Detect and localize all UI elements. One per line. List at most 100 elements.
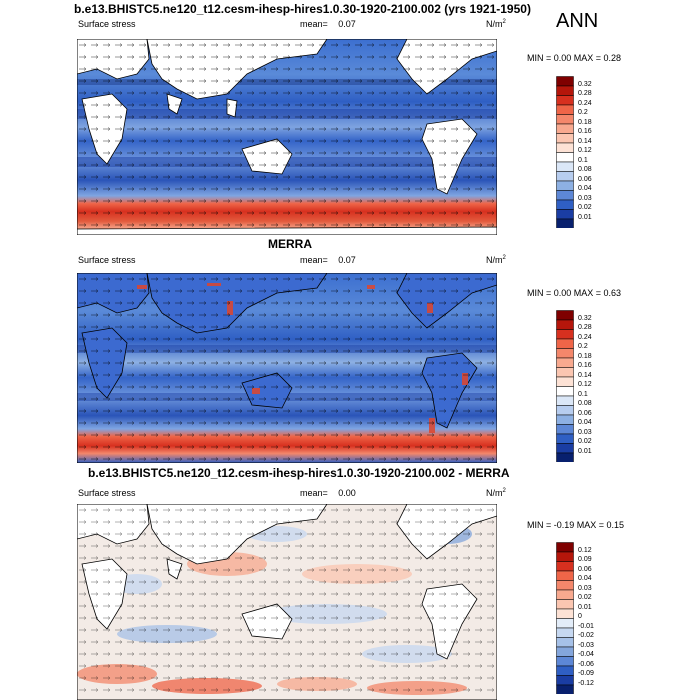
- colorbar-tick-label: 0.09: [578, 556, 592, 563]
- colorbar-tick-label: 0.12: [578, 147, 592, 154]
- colorbar-swatch: [556, 367, 574, 378]
- colorbar-tick-label: -0.03: [578, 641, 594, 649]
- panel-2-mean: mean= 0.07: [300, 255, 356, 265]
- colorbar-swatch: [556, 152, 574, 163]
- colorbar-swatch: [556, 329, 574, 340]
- colorbar-tick-label: -0.01: [578, 622, 594, 630]
- colorbar-swatch: [556, 542, 574, 553]
- panel-2-mean-value: 0.07: [338, 255, 356, 265]
- season-label: ANN: [556, 10, 599, 32]
- panel-3-map: [77, 504, 497, 700]
- colorbar-swatch: [556, 665, 574, 676]
- panel-2-mean-label: mean=: [300, 255, 328, 265]
- colorbar-tick-label: 0.1: [578, 156, 588, 164]
- colorbar-swatch: [556, 675, 574, 686]
- colorbar-tick-label: 0.04: [578, 575, 592, 582]
- colorbar-swatch: [556, 570, 574, 581]
- colorbar-swatch: [556, 190, 574, 201]
- colorbar-tick-label: 0.08: [578, 400, 592, 407]
- colorbar-swatch: [556, 123, 574, 134]
- colorbar-swatch: [556, 395, 574, 406]
- colorbar-tick-label: 0.02: [578, 594, 592, 601]
- colorbar-swatch: [556, 199, 574, 210]
- panel-3-mean-value: 0.00: [338, 488, 356, 498]
- colorbar-swatch: [556, 338, 574, 349]
- colorbar-swatch: [556, 133, 574, 144]
- colorbar-swatch: [556, 452, 574, 462]
- colorbar-swatch: [556, 589, 574, 600]
- panel-1-map: [77, 39, 497, 235]
- colorbar-swatch: [556, 310, 574, 321]
- colorbar-tick-label: 0.24: [578, 99, 592, 107]
- panel-3-units: N/m2: [486, 488, 506, 498]
- colorbar-tick-label: 0.24: [578, 333, 592, 341]
- panel-2-units: N/m2: [486, 255, 506, 265]
- colorbar-swatch: [556, 433, 574, 444]
- colorbar-swatch: [556, 76, 574, 87]
- colorbar-swatch: [556, 561, 574, 572]
- colorbar-tick-label: -0.04: [578, 651, 594, 658]
- colorbar-swatch: [556, 414, 574, 425]
- panel-2-minmax: MIN = 0.00 MAX = 0.63: [527, 288, 622, 298]
- panel-1-mean-value: 0.07: [338, 19, 356, 29]
- colorbar-tick-label: 0.16: [578, 128, 592, 135]
- colorbar-tick-label: -0.06: [578, 660, 594, 668]
- panel-3-colorbar: 0.12 0.09 0.06 0.04 0.03 0.02 0.01 0 -0.01 -0.02 -…: [556, 542, 616, 697]
- colorbar-tick-label: 0.32: [578, 314, 592, 322]
- colorbar-tick-label: 0.1: [578, 390, 588, 398]
- panel-1-left-label: Surface stress: [78, 19, 136, 29]
- colorbar-tick-label: 0.01: [578, 213, 592, 221]
- colorbar-tick-label: -0.02: [578, 632, 594, 639]
- colorbar-swatch: [556, 95, 574, 106]
- colorbar-tick-label: 0.01: [578, 603, 592, 611]
- colorbar-tick-label: 0.01: [578, 447, 592, 455]
- colorbar-swatch: [556, 618, 574, 629]
- colorbar-tick-label: 0.03: [578, 428, 592, 436]
- colorbar-tick-label: 0.28: [578, 90, 592, 97]
- colorbar-tick-label: 0.03: [578, 584, 592, 592]
- colorbar-swatch: [556, 386, 574, 397]
- panel-3-minmax: MIN = -0.19 MAX = 0.15: [527, 520, 625, 530]
- colorbar-tick-label: 0.16: [578, 362, 592, 369]
- panel-3-title: b.e13.BHISTC5.ne120_t12.cesm-ihesp-hires…: [88, 466, 510, 480]
- colorbar-swatch: [556, 684, 574, 694]
- colorbar-tick-label: -0.12: [578, 679, 594, 687]
- colorbar-swatch: [556, 599, 574, 610]
- colorbar-tick-label: 0.02: [578, 438, 592, 445]
- colorbar-swatch: [556, 104, 574, 115]
- panel-2-left-label: Surface stress: [78, 255, 136, 265]
- colorbar-tick-label: 0.18: [578, 352, 592, 360]
- panel-2-map: [77, 273, 497, 463]
- panel-1-mean-label: mean=: [300, 19, 328, 29]
- panel-1-mean: mean= 0.07: [300, 19, 356, 29]
- colorbar-swatch: [556, 209, 574, 220]
- colorbar-swatch: [556, 348, 574, 359]
- colorbar-tick-label: 0.12: [578, 381, 592, 388]
- colorbar-tick-label: 0.12: [578, 546, 592, 554]
- panel-3-left-label: Surface stress: [78, 488, 136, 498]
- panel-1-title: b.e13.BHISTC5.ne120_t12.cesm-ihesp-hires…: [74, 2, 531, 16]
- panel-1-units: N/m2: [486, 19, 506, 29]
- colorbar-swatch: [556, 319, 574, 330]
- colorbar-tick-label: 0: [578, 613, 582, 620]
- colorbar-swatch: [556, 142, 574, 153]
- panel-1-minmax: MIN = 0.00 MAX = 0.28: [527, 53, 622, 63]
- panel-3-mean-label: mean=: [300, 488, 328, 498]
- panel-3-mean: mean= 0.00: [300, 488, 356, 498]
- colorbar-tick-label: 0.04: [578, 185, 592, 192]
- colorbar-tick-label: 0.06: [578, 409, 592, 417]
- colorbar-swatch: [556, 114, 574, 125]
- colorbar-tick-label: 0.06: [578, 175, 592, 183]
- colorbar-swatch: [556, 637, 574, 648]
- panel-2-colorbar: 0.32 0.28 0.24 0.2 0.18 0.16 0.14 0.12 0.1 0.08 0.…: [556, 310, 616, 465]
- colorbar-swatch: [556, 656, 574, 667]
- colorbar-swatch: [556, 551, 574, 562]
- panel-1-colorbar: 0.32 0.28 0.24 0.2 0.18 0.16 0.14 0.12 0.1 0.08 0.…: [556, 76, 616, 231]
- colorbar-tick-label: 0.32: [578, 80, 592, 88]
- colorbar-tick-label: 0.06: [578, 565, 592, 573]
- colorbar-tick-label: 0.14: [578, 371, 592, 379]
- colorbar-swatch: [556, 180, 574, 191]
- colorbar-swatch: [556, 171, 574, 182]
- colorbar-tick-label: 0.2: [578, 343, 588, 350]
- colorbar-swatch: [556, 357, 574, 368]
